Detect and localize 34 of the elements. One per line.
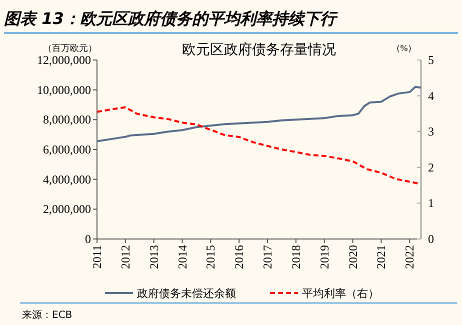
x-tick-label: 2013 — [146, 245, 161, 269]
legend-label: 平均利率（右） — [302, 287, 379, 300]
y2-axis-title: （%） — [391, 43, 417, 53]
y2-tick-label: 0 — [428, 232, 434, 246]
y-tick-label: 10,000,000 — [37, 82, 91, 97]
line-series — [96, 86, 422, 142]
y2-tick-label: 1 — [428, 196, 434, 210]
y-axis-title: （百万欧元） — [43, 43, 97, 53]
x-tick-label: 2015 — [204, 245, 218, 269]
x-tick-label: 2020 — [346, 245, 360, 269]
x-tick-label: 2017 — [260, 245, 275, 269]
x-tick-label: 2022 — [402, 245, 417, 269]
chart-subtitle: 欧元区政府债务存量情况 — [182, 42, 336, 58]
chart-title: 图表 13：欧元区政府债务的平均利率持续下行 — [4, 9, 338, 28]
y-tick-label: 12,000,000 — [37, 53, 91, 67]
line-series — [96, 106, 420, 185]
x-tick-label: 2021 — [374, 245, 388, 269]
x-tick-label: 2018 — [288, 245, 303, 269]
x-tick-label: 2016 — [232, 245, 246, 269]
y-tick-label: 0 — [85, 232, 91, 246]
y-tick-label: 8,000,000 — [43, 112, 91, 127]
y2-tick-label: 3 — [428, 124, 434, 139]
legend-label: 政府债务未偿还余额 — [137, 287, 236, 300]
y-tick-label: 6,000,000 — [43, 142, 91, 156]
y2-tick-label: 5 — [428, 53, 434, 67]
x-tick-label: 2019 — [317, 245, 332, 269]
x-tick-label: 2012 — [118, 245, 132, 269]
x-tick-label: 2014 — [175, 245, 190, 269]
y-tick-label: 2,000,000 — [43, 202, 91, 216]
y-tick-label: 4,000,000 — [43, 172, 91, 186]
source-note: 来源：ECB — [22, 309, 72, 321]
x-tick-label: 2011 — [90, 245, 104, 269]
y2-tick-label: 2 — [428, 160, 434, 174]
y2-tick-label: 4 — [428, 88, 434, 103]
